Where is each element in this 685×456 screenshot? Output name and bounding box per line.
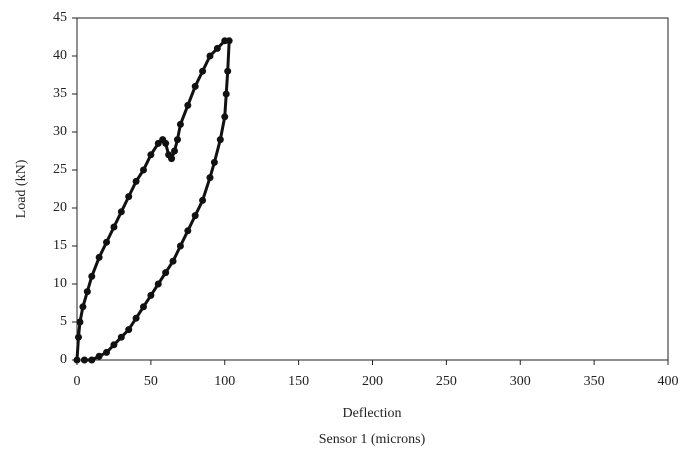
data-point [162,139,170,147]
data-point [132,177,140,185]
data-point [224,67,232,75]
data-point [184,101,192,109]
x-axis-label-2: Sensor 1 (microns) [319,432,426,447]
y-tick-label: 25 [53,162,67,177]
data-point [222,90,230,98]
x-tick-label: 150 [288,374,309,389]
x-tick-label: 100 [214,374,235,389]
data-point [216,136,224,144]
data-point [184,227,192,235]
data-point [80,356,88,364]
data-point [110,341,118,349]
y-tick-label: 5 [60,314,67,329]
data-point [147,291,155,299]
data-point [206,174,214,182]
x-axis-label: Deflection [342,406,401,421]
data-point [83,288,91,296]
y-tick-label: 15 [53,238,67,253]
data-point [168,155,176,163]
plot-frame [76,17,669,361]
data-point [199,67,207,75]
data-point [88,356,96,364]
data-point [199,196,207,204]
data-point [74,333,82,341]
data-point [191,82,199,90]
data-point [162,269,170,277]
data-point [95,253,103,261]
y-tick-label: 35 [53,86,67,101]
data-point [95,352,103,360]
y-tick-label: 30 [53,124,67,139]
x-tick-label: 250 [436,374,457,389]
x-tick-label: 400 [658,374,679,389]
data-point [171,147,179,155]
data-point [88,272,96,280]
data-point [191,212,199,220]
data-point [225,37,233,45]
data-point [117,333,125,341]
data-point [176,120,184,128]
data-point [210,158,218,166]
y-axis-label: Load (kN) [14,159,29,218]
data-point [169,257,177,265]
data-point [103,238,111,246]
data-point [125,326,133,334]
series-line [75,39,231,362]
data-point [221,113,229,121]
data-point [139,166,147,174]
data-point [76,318,84,326]
y-tick-label: 40 [53,48,67,63]
data-point [154,280,162,288]
data-point [79,303,87,311]
y-tick-label: 20 [53,200,67,215]
data-point [206,52,214,60]
data-point [176,242,184,250]
data-point [125,193,133,201]
data-point [139,303,147,311]
x-tick-label: 0 [74,374,81,389]
x-tick-label: 50 [144,374,158,389]
data-point [173,136,181,144]
y-tick-label: 45 [53,10,67,25]
data-point [117,208,125,216]
data-point [132,314,140,322]
x-tick-label: 200 [362,374,383,389]
data-point [73,356,81,364]
data-point [147,151,155,159]
data-point [110,223,118,231]
data-point [213,44,221,52]
y-tick-label: 0 [60,352,67,367]
data-point [103,348,111,356]
x-tick-label: 350 [584,374,605,389]
y-tick-label: 10 [53,276,67,291]
x-tick-label: 300 [510,374,531,389]
